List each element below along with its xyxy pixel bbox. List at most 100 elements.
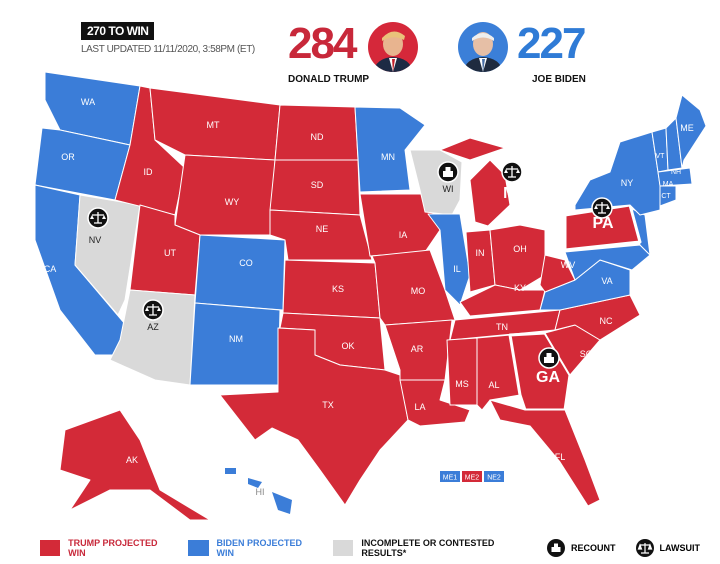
state-hi[interactable]: [225, 468, 236, 474]
state-label-wi: WI: [443, 184, 454, 194]
state-label-ct: CT: [661, 193, 671, 200]
state-label-ny: NY: [621, 178, 634, 188]
biden-swatch: [188, 540, 209, 556]
state-wv[interactable]: [539, 254, 576, 293]
state-label-sd: SD: [311, 180, 324, 190]
district-label: NE2: [487, 475, 501, 482]
state-label-hi: HI: [256, 487, 265, 497]
state-me[interactable]: [675, 94, 707, 169]
legend-contested-label: INCOMPLETE OR CONTESTED RESULTS*: [361, 538, 495, 558]
scales-icon: [501, 161, 523, 183]
ballot-box-icon: [547, 539, 565, 557]
biden-electoral-votes: 227: [517, 19, 586, 68]
state-label-pa: PA: [592, 215, 613, 232]
state-label-tx: TX: [322, 400, 334, 410]
district-label: ME1: [443, 475, 458, 482]
state-label-ca: CA: [44, 264, 57, 274]
scales-icon: [635, 539, 654, 557]
state-label-mn: MN: [381, 152, 395, 162]
scales-icon: [591, 197, 613, 219]
state-label-wa: WA: [81, 97, 95, 107]
state-label-az: AZ: [147, 322, 159, 332]
legend-contested: INCOMPLETE OR CONTESTED RESULTS*: [333, 538, 527, 558]
district-label: ME2: [465, 475, 480, 482]
legend: TRUMP PROJECTED WIN BIDEN PROJECTED WIN …: [40, 538, 720, 558]
state-hi[interactable]: [272, 492, 292, 514]
state-label-ak: AK: [126, 455, 138, 465]
trump-name: DONALD TRUMP: [288, 74, 370, 85]
state-label-nc: NC: [600, 316, 613, 326]
state-ny[interactable]: [574, 131, 661, 216]
state-label-il: IL: [453, 264, 461, 274]
state-label-nv: NV: [89, 235, 102, 245]
state-ct[interactable]: [659, 185, 677, 207]
state-ne[interactable]: [269, 209, 373, 261]
legend-lawsuit: LAWSUIT: [635, 539, 701, 557]
state-hi[interactable]: [248, 478, 262, 488]
legend-biden-label: BIDEN PROJECTED WIN: [216, 538, 303, 558]
state-mn[interactable]: [354, 106, 426, 193]
state-label-wv: WV: [561, 260, 576, 270]
state-fl[interactable]: [489, 399, 601, 507]
state-label-wy: WY: [225, 197, 240, 207]
state-il[interactable]: [427, 213, 471, 306]
legend-trump: TRUMP PROJECTED WIN: [40, 538, 168, 558]
state-ak[interactable]: [59, 409, 211, 521]
state-mi[interactable]: [469, 159, 511, 227]
trump-avatar: [368, 22, 418, 72]
ballot-box-icon: [437, 161, 459, 183]
270-to-win-tag: 270 TO WIN: [81, 22, 155, 40]
state-label-ma: MA: [663, 181, 674, 188]
us-electoral-map: WA OR CA NV ID MT WY UT AZ CO NM ND SD NE KS OK TX MN IA MO…: [34, 71, 707, 521]
state-label-id: ID: [144, 167, 154, 177]
state-co[interactable]: [194, 234, 286, 311]
state-label-al: AL: [488, 380, 499, 390]
state-label-va: VA: [601, 276, 612, 286]
district-box-me2: [462, 471, 482, 482]
state-label-ar: AR: [411, 344, 424, 354]
state-label-co: CO: [239, 258, 253, 268]
state-label-ia: IA: [399, 230, 408, 240]
trump-swatch: [40, 540, 61, 556]
state-tx[interactable]: [219, 327, 409, 506]
state-label-ok: OK: [341, 341, 354, 351]
state-oh[interactable]: [489, 224, 546, 291]
state-ms[interactable]: [446, 337, 478, 406]
biden-name: JOE BIDEN: [532, 74, 586, 85]
legend-lawsuit-label: LAWSUIT: [659, 543, 701, 553]
state-miu[interactable]: [439, 137, 506, 161]
state-label-ks: KS: [332, 284, 344, 294]
state-label-ms: MS: [455, 379, 469, 389]
state-label-nd: ND: [311, 132, 324, 142]
last-updated: LAST UPDATED 11/11/2020, 3:58PM (ET): [81, 44, 255, 55]
state-label-fl: FL: [555, 452, 566, 462]
district-box-ne2: [484, 471, 504, 482]
legend-recount-label: RECOUNT: [571, 543, 616, 553]
state-label-in: IN: [476, 248, 485, 258]
contested-swatch: [333, 540, 354, 556]
state-label-ut: UT: [164, 248, 176, 258]
state-nm[interactable]: [189, 302, 281, 386]
scales-icon: [87, 207, 109, 229]
state-label-mt: MT: [207, 120, 220, 130]
legend-trump-label: TRUMP PROJECTED WIN: [68, 538, 158, 558]
state-label-tn: TN: [496, 322, 508, 332]
state-label-nm: NM: [229, 334, 243, 344]
state-ia[interactable]: [359, 193, 441, 257]
state-label-ky: KY: [514, 283, 526, 293]
state-label-nh: NH: [671, 169, 681, 176]
state-label-mo: MO: [411, 286, 426, 296]
legend-biden: BIDEN PROJECTED WIN: [188, 538, 313, 558]
state-wy[interactable]: [174, 154, 276, 236]
state-label-mi: MI: [503, 185, 521, 202]
trump-electoral-votes: 284: [288, 19, 357, 68]
state-az[interactable]: [109, 289, 196, 386]
state-label-ga: GA: [536, 369, 560, 386]
state-label-la: LA: [414, 402, 425, 412]
state-ma[interactable]: [657, 167, 693, 187]
state-la[interactable]: [399, 379, 471, 427]
biden-avatar: [458, 22, 508, 72]
ballot-box-icon: [538, 347, 560, 369]
state-label-oh: OH: [513, 244, 527, 254]
state-label-sc: SC: [580, 349, 593, 359]
